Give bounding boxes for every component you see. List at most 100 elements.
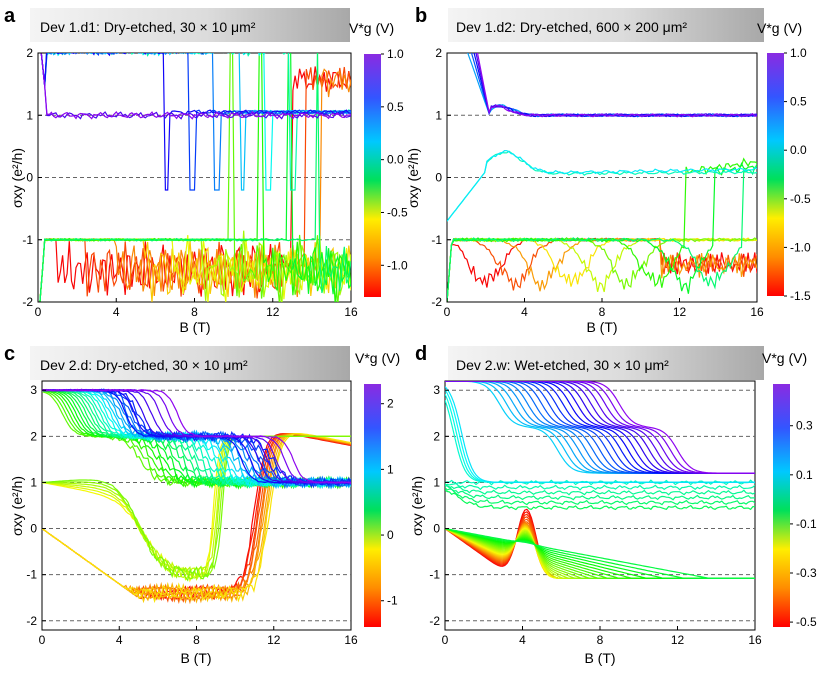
data-curve xyxy=(42,435,351,582)
panel-d-colorbar-ticks: 0.3 0.1 -0.1 -0.3 -0.5 xyxy=(790,419,817,629)
y-tick-label: 1 xyxy=(26,108,33,122)
colorbar-tick-label: -0.1 xyxy=(796,517,817,531)
colorbar-tick-label: 0.0 xyxy=(790,143,807,157)
panel-a-xlabel: B (T) xyxy=(179,319,210,335)
panel-b-xlabel: B (T) xyxy=(586,319,617,335)
colorbar-tick-label: 0.5 xyxy=(387,100,404,114)
panel-c-ylabel: σxy (e²/h) xyxy=(9,476,25,536)
x-tick-label: 16 xyxy=(750,305,764,319)
data-curve xyxy=(39,66,351,302)
x-tick-label: 4 xyxy=(113,305,120,319)
panel-a-title-banner xyxy=(30,8,350,42)
colorbar-tick-label: -1.0 xyxy=(790,240,811,254)
panel-c-title-banner xyxy=(30,346,350,380)
panel-a-ylabel: σxy (e²/h) xyxy=(9,148,25,208)
y-tick-label: 2 xyxy=(26,46,33,60)
colorbar-tick-label: -1 xyxy=(387,594,398,608)
y-tick-label: 2 xyxy=(433,429,440,443)
x-tick-label: 16 xyxy=(344,633,358,647)
panel-a-colorbar-label: V*g (V) xyxy=(349,20,394,36)
data-curve xyxy=(447,237,757,302)
panel-c-colorbar-ticks: 2 1 0 -1 xyxy=(381,397,398,608)
x-tick-label: 0 xyxy=(39,633,46,647)
y-tick-label: 3 xyxy=(433,383,440,397)
colorbar-tick-label: 1.0 xyxy=(387,47,404,61)
panel-b-ylabel: σxy (e²/h) xyxy=(405,148,421,208)
panel-d-curves xyxy=(445,381,755,579)
data-curve xyxy=(42,435,351,579)
data-curve xyxy=(447,237,757,302)
x-tick-label: 16 xyxy=(344,305,358,319)
panel-c-y-ticks: -2 -1 0 1 2 3 xyxy=(26,383,46,628)
panel-a-colorbar xyxy=(364,54,381,297)
panel-d-title-banner xyxy=(448,346,764,380)
colorbar-tick-label: 0.0 xyxy=(387,153,404,167)
x-tick-label: 0 xyxy=(442,633,449,647)
y-tick-label: -1 xyxy=(26,568,37,582)
panel-c-colorbar-label: V*g (V) xyxy=(355,350,400,366)
data-curve xyxy=(447,237,757,302)
panel-d-title: Dev 2.w: Wet-etched, 30 × 10 μm² xyxy=(456,357,669,373)
colorbar-tick-label: -1.5 xyxy=(790,289,811,303)
colorbar-tick-label: 0 xyxy=(387,528,394,542)
data-curve xyxy=(445,525,755,579)
colorbar-tick-label: -0.5 xyxy=(790,192,811,206)
x-tick-label: 16 xyxy=(748,633,762,647)
data-curve xyxy=(445,400,755,483)
data-curve xyxy=(39,66,351,302)
panel-b-colorbar-ticks: 1.0 0.5 0.0 -0.5 -1.0 -1.5 xyxy=(784,46,811,303)
x-tick-label: 12 xyxy=(267,633,281,647)
data-curve xyxy=(40,53,351,120)
data-curve xyxy=(447,162,757,302)
panel-b-dashed-lines xyxy=(447,114,757,241)
x-tick-label: 8 xyxy=(191,305,198,319)
panel-c-letter: c xyxy=(4,343,15,365)
panel-c-colorbar xyxy=(364,384,381,627)
data-curve xyxy=(445,489,755,511)
data-curve xyxy=(476,53,757,118)
data-curve xyxy=(39,53,351,302)
data-curve xyxy=(40,53,351,191)
colorbar-tick-label: 0.5 xyxy=(790,95,807,109)
x-tick-label: 12 xyxy=(673,305,687,319)
data-curve xyxy=(475,53,757,118)
data-curve xyxy=(447,237,757,302)
panel-b-title-banner xyxy=(448,8,764,42)
panel-d-letter: d xyxy=(415,343,427,365)
data-curve xyxy=(42,433,351,604)
data-curve xyxy=(447,166,757,302)
y-tick-label: 1 xyxy=(30,475,37,489)
panel-d-colorbar xyxy=(773,384,790,627)
data-curve xyxy=(447,150,757,222)
panel-b-x-ticks: 0 4 8 12 16 xyxy=(444,298,764,319)
panel-b-letter: b xyxy=(415,5,427,27)
panel-d-xlabel: B (T) xyxy=(584,650,615,666)
y-tick-label: -1 xyxy=(22,233,33,247)
x-tick-label: 8 xyxy=(193,633,200,647)
data-curve xyxy=(447,237,757,302)
y-tick-label: -2 xyxy=(22,295,33,309)
colorbar-tick-label: 0.3 xyxy=(796,419,813,433)
data-curve xyxy=(447,237,757,302)
data-curve xyxy=(42,435,351,580)
x-tick-label: 4 xyxy=(116,633,123,647)
x-tick-label: 0 xyxy=(35,305,42,319)
colorbar-tick-label: 1.0 xyxy=(790,46,807,60)
panel-a: a Dev 1.d1: Dry-etched, 30 × 10 μm² 0 4 8 1… xyxy=(4,5,408,335)
x-tick-label: 8 xyxy=(597,633,604,647)
data-curve xyxy=(445,528,755,579)
y-tick-label: 2 xyxy=(30,429,37,443)
data-curve xyxy=(445,483,755,496)
data-curve xyxy=(42,435,351,583)
panel-d-colorbar-label: V*g (V) xyxy=(762,350,807,366)
y-tick-label: -1 xyxy=(431,233,442,247)
y-tick-label: -2 xyxy=(26,614,37,628)
colorbar-tick-label: -0.5 xyxy=(387,205,408,219)
panel-c-xlabel: B (T) xyxy=(180,650,211,666)
x-tick-label: 12 xyxy=(671,633,685,647)
y-tick-label: -1 xyxy=(429,568,440,582)
y-tick-label: -2 xyxy=(429,614,440,628)
data-curve xyxy=(42,435,351,581)
panel-d-y-ticks: -2 -1 0 1 2 3 xyxy=(429,383,449,628)
